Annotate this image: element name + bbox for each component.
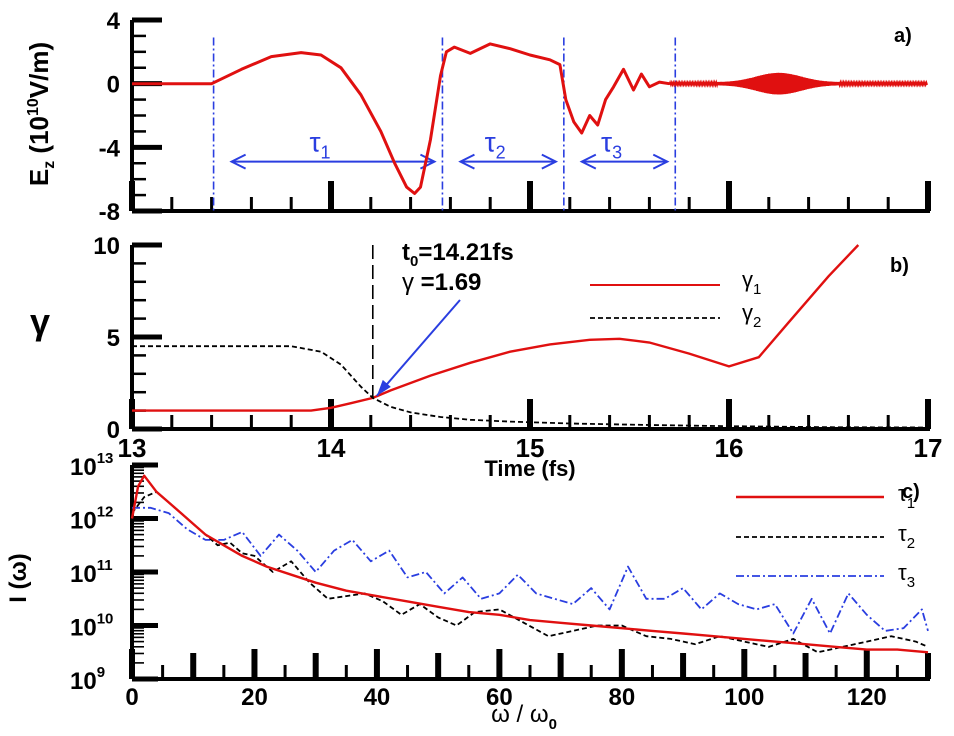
spectrum-series-line (131, 490, 929, 654)
panel-c-ytick-label: 1012 (70, 504, 113, 535)
panel-a-ytick-label: 4 (107, 8, 121, 35)
panel-b-ytick-label: 5 (107, 325, 120, 352)
panel-b-xtick-label: 13 (118, 433, 147, 463)
panel-a-label: a) (894, 25, 912, 47)
panel-c-label: c) (902, 481, 920, 503)
panel-c-xtick-label: 20 (241, 684, 268, 711)
panel-a-ylabel: Ez (1010V/m) (24, 42, 58, 186)
panel-c-xtick-label: 60 (486, 684, 513, 711)
panel-a-markers: τ1 τ2 τ3 (212, 37, 677, 211)
tau-arrow-head-right (652, 153, 670, 170)
legend-label: γ1 (742, 267, 761, 298)
panel-c-xtick-label: 40 (364, 684, 391, 711)
tau-span-label: τ1 (309, 127, 330, 163)
panel-a: a) Ez (1010V/m) -8 -4 0 4 τ1 τ2 τ3 (24, 8, 931, 226)
panel-b-yticks: 0 5 10 (93, 233, 162, 444)
panel-c-ytick-label: 1011 (70, 557, 113, 588)
legend-label: τ2 (898, 521, 915, 552)
tau-arrow-head-left (229, 153, 247, 170)
gamma-series-line (132, 345, 929, 429)
legend-label: γ2 (742, 300, 761, 331)
panel-c-xtick-label: 0 (125, 684, 138, 711)
panel-b-series (132, 244, 929, 429)
panel-c-xtick-label: 120 (847, 684, 887, 711)
panel-c-xtick-label: 80 (608, 684, 635, 711)
panel-b-xticks: 13 14 15 16 17 (118, 399, 943, 463)
panel-b-xlabel: Time (fs) (484, 456, 575, 481)
panel-b-ytick-label: 10 (93, 233, 120, 260)
tau-arrow-head-right (541, 153, 559, 170)
tau-arrow-head-left (458, 153, 475, 170)
panel-b-xtick-label: 15 (516, 433, 545, 463)
panel-a-ytick-label: -8 (99, 199, 120, 226)
tau-span-label: τ3 (601, 127, 622, 163)
panel-b-ytick-label: 0 (107, 417, 120, 444)
panel-a-yticks: -8 -4 0 4 (99, 8, 162, 226)
panel-c-yticks: 109 1010 1011 1012 1013 (70, 450, 158, 695)
panel-c-xlabel: ω / ω0 (491, 701, 557, 733)
panel-b-xtick-label: 16 (715, 433, 744, 463)
legend-label: τ1 (898, 481, 915, 512)
panel-a-xtickmarks (129, 181, 931, 213)
gamma-series-line (132, 244, 860, 412)
panel-c-ylabel: I (ω) (5, 553, 32, 603)
spectrum-series-line (132, 506, 929, 635)
panel-b-ylabel: γ (30, 301, 50, 342)
panel-b-xtick-label: 17 (914, 433, 943, 463)
annotation-gamma: γ =1.69 (402, 269, 481, 296)
tau-arrow-head-left (579, 153, 597, 170)
panel-b-annotation: t0=14.21fs γ =1.69 (376, 239, 514, 397)
panel-c-ytick-label: 1013 (70, 450, 113, 481)
panel-c-ytick-label: 1010 (70, 611, 113, 642)
panel-a-ytick-label: 0 (107, 72, 120, 99)
panel-c-ytick-label: 109 (70, 664, 105, 695)
annotation-t0: t0=14.21fs (402, 239, 514, 270)
annotation-arrow-head (376, 379, 391, 396)
ez-series-line (132, 42, 670, 195)
panel-c-legend: τ1 τ2 τ3 (736, 481, 915, 591)
panel-b-xtick-label: 14 (317, 433, 346, 463)
panel-a-series (132, 42, 928, 195)
panel-c-series (130, 474, 929, 654)
panel-c-xtick-label: 100 (724, 684, 764, 711)
spectrum-series-line (130, 474, 929, 654)
panel-a-ytick-label: -4 (99, 135, 121, 162)
ez-oscillation-line (668, 72, 928, 95)
tau-span-label: τ2 (485, 127, 506, 163)
panel-b-label: b) (890, 255, 909, 277)
legend-label: τ3 (898, 560, 915, 591)
annotation-arrow (376, 299, 461, 397)
panel-c: c) I (ω) ω / ω0 109 1010 1011 1012 1013 0 20 4… (5, 450, 931, 733)
panel-c-xticks: 0 20 40 60 80 100 120 (125, 649, 931, 711)
